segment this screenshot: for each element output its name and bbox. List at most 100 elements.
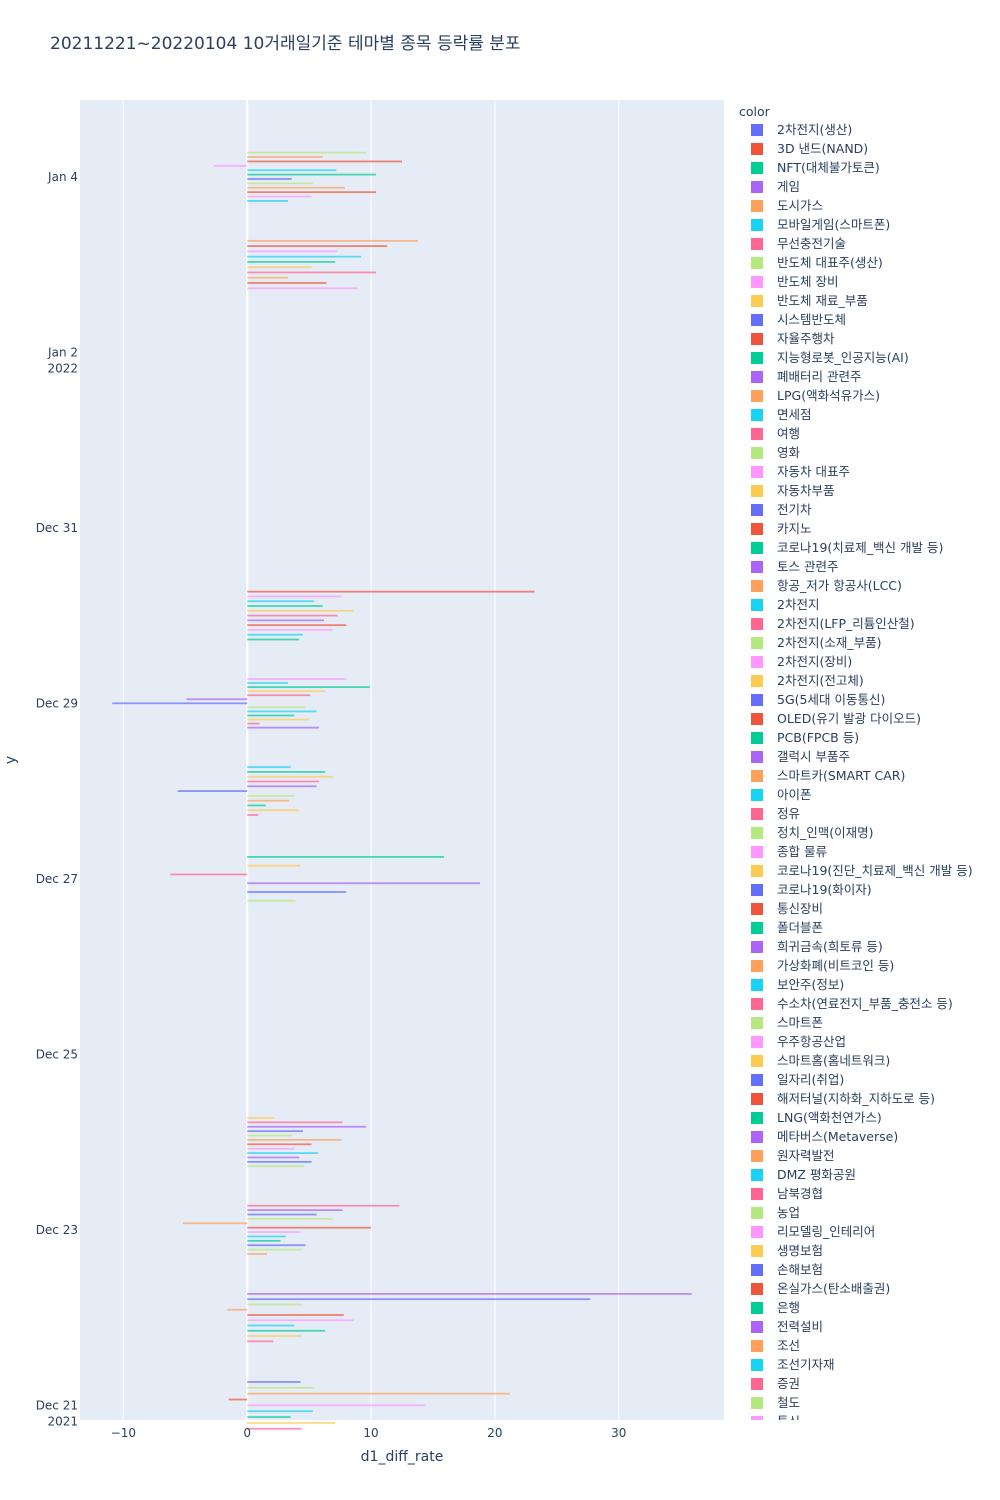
legend-item[interactable]: 통신장비 (777, 901, 823, 916)
legend-item[interactable]: 희귀금속(희토류 등) (777, 939, 883, 954)
bar (247, 1244, 306, 1247)
legend-item[interactable]: 반도체 장비 (777, 274, 838, 289)
y-tick-label: Dec 27 (36, 872, 78, 886)
legend-item[interactable]: 정치_인맥(이재명) (777, 825, 874, 840)
legend-item[interactable]: 여행 (777, 426, 800, 441)
legend-item[interactable]: 농업 (777, 1205, 800, 1220)
x-tick-label: −10 (111, 1426, 136, 1440)
legend-item[interactable]: 일자리(취업) (777, 1072, 844, 1087)
legend-item[interactable]: OLED(유기 발광 다이오드) (777, 711, 921, 726)
legend-item[interactable]: 코로나19(화이자) (777, 882, 872, 897)
legend-item[interactable]: 모바일게임(스마트폰) (777, 217, 890, 232)
bar (247, 1410, 313, 1413)
legend-item[interactable]: 통신 (777, 1414, 800, 1429)
legend-item[interactable]: 2차전지(전고체) (777, 673, 864, 688)
legend-item[interactable]: 반도체 대표주(생산) (777, 255, 883, 270)
legend-item[interactable]: 가상화폐(비트코인 등) (777, 958, 894, 973)
legend-item[interactable]: 자동차 대표주 (777, 464, 850, 479)
legend-item[interactable]: 면세점 (777, 407, 812, 422)
legend-item[interactable]: 3D 낸드(NAND) (777, 141, 868, 156)
legend-item[interactable]: 생명보험 (777, 1243, 823, 1258)
bar (247, 1340, 274, 1343)
legend-item[interactable]: 보안주(정보) (777, 977, 844, 992)
legend-item[interactable]: 카지노 (777, 521, 812, 536)
legend-item[interactable]: 전기차 (777, 502, 812, 517)
legend-item[interactable]: 자동차부품 (777, 483, 835, 498)
y-tick-label: Jan 2 (47, 345, 78, 359)
legend-swatch (751, 295, 763, 307)
legend-item[interactable]: 메타버스(Metaverse) (777, 1129, 898, 1144)
legend-swatch (751, 903, 763, 915)
legend-item[interactable]: 게임 (777, 179, 800, 194)
legend-item[interactable]: 2차전지 (777, 597, 819, 612)
legend-item[interactable]: 정유 (777, 806, 800, 821)
legend-swatch (751, 143, 763, 155)
legend-item[interactable]: 스마트카(SMART CAR) (777, 768, 905, 783)
legend-item[interactable]: 시스템반도체 (777, 312, 846, 327)
bar (247, 1165, 305, 1168)
legend-item[interactable]: 영화 (777, 445, 801, 460)
legend-item[interactable]: 원자력발전 (777, 1148, 835, 1163)
legend-swatch (751, 314, 763, 326)
bar (170, 873, 248, 876)
y-tick-label: Dec 29 (36, 696, 78, 710)
legend-item[interactable]: 2차전지(LFP_리튬인산철) (777, 616, 915, 631)
legend-item[interactable]: 손해보험 (777, 1262, 823, 1277)
legend-item[interactable]: PCB(FPCB 등) (777, 730, 859, 745)
legend-item[interactable]: 전력설비 (777, 1319, 823, 1334)
legend-swatch (751, 1416, 763, 1420)
legend-item[interactable]: 코로나19(치료제_백신 개발 등) (777, 540, 943, 555)
legend-item[interactable]: 우주항공산업 (777, 1034, 846, 1049)
legend-item[interactable]: LNG(액화천연가스) (777, 1110, 882, 1125)
bar (247, 1293, 692, 1295)
legend-item[interactable]: 조선기자재 (777, 1357, 835, 1372)
legend-swatch (751, 523, 763, 535)
legend-item[interactable]: NFT(대체불가토큰) (777, 160, 880, 175)
legend-item[interactable]: 종합 물류 (777, 844, 827, 859)
legend-item[interactable]: 스마트폰 (777, 1015, 823, 1030)
y-tick-label: Dec 25 (36, 1047, 78, 1061)
legend-item[interactable]: 도시가스 (777, 198, 823, 213)
legend-item[interactable]: 은행 (777, 1300, 800, 1315)
legend-item[interactable]: 무선충전기술 (777, 236, 846, 251)
legend-item[interactable]: 남북경협 (777, 1186, 823, 1201)
legend-item[interactable]: 2차전지(생산) (777, 122, 852, 137)
bar (247, 1319, 354, 1322)
bar (247, 1226, 372, 1229)
legend-item[interactable]: 항공_저가 항공사(LCC) (777, 578, 902, 593)
bar (247, 794, 295, 797)
legend-item[interactable]: LPG(액화석유가스) (777, 388, 880, 403)
legend-item[interactable]: 2차전지(장비) (777, 654, 852, 669)
legend-item[interactable]: 자율주행차 (777, 331, 835, 346)
bar (247, 1298, 591, 1301)
legend-item[interactable]: 리모델링_인테리어 (777, 1224, 875, 1239)
bar (247, 1156, 300, 1159)
legend-item[interactable]: 폴더블폰 (777, 920, 823, 935)
grid-lines (122, 100, 620, 1420)
legend-item[interactable]: 증권 (777, 1376, 800, 1391)
legend-item[interactable]: 5G(5세대 이동통신) (777, 692, 885, 707)
legend-item[interactable]: 수소차(연료전지_부품_충전소 등) (777, 996, 953, 1011)
legend-item[interactable]: 스마트홈(홈네트워크) (777, 1053, 890, 1068)
bar (247, 766, 291, 769)
legend-item[interactable]: 철도 (777, 1395, 800, 1410)
legend-item[interactable]: 반도체 재료_부품 (777, 293, 868, 308)
legend-swatch (751, 162, 763, 174)
legend: color 2차전지(생산) 3D 낸드(NAND) NFT(대체불가토큰) 게임도시… (739, 104, 973, 1429)
legend-item[interactable]: 2차전지(소재_부품) (777, 635, 881, 650)
y-tick-sublabel: 2021 (47, 1414, 78, 1428)
legend-item[interactable]: 조선 (777, 1338, 800, 1353)
legend-item[interactable]: DMZ 평화공원 (777, 1167, 856, 1182)
legend-item[interactable]: 갤럭시 부품주 (777, 749, 850, 764)
legend-swatch (751, 1302, 763, 1314)
legend-item[interactable]: 해저터널(지하화_지하도로 등) (777, 1091, 935, 1106)
legend-item[interactable]: 폐배터리 관련주 (777, 369, 861, 384)
legend-item[interactable]: 온실가스(탄소배출권) (777, 1281, 890, 1296)
legend-item[interactable]: 토스 관련주 (777, 559, 838, 574)
legend-swatch (751, 257, 763, 269)
legend-swatch (751, 276, 763, 288)
legend-item[interactable]: 지능형로봇_인공지능(AI) (777, 350, 909, 365)
legend-item[interactable]: 코로나19(진단_치료제_백신 개발 등) (777, 863, 973, 878)
legend-item[interactable]: 아이폰 (777, 787, 812, 802)
